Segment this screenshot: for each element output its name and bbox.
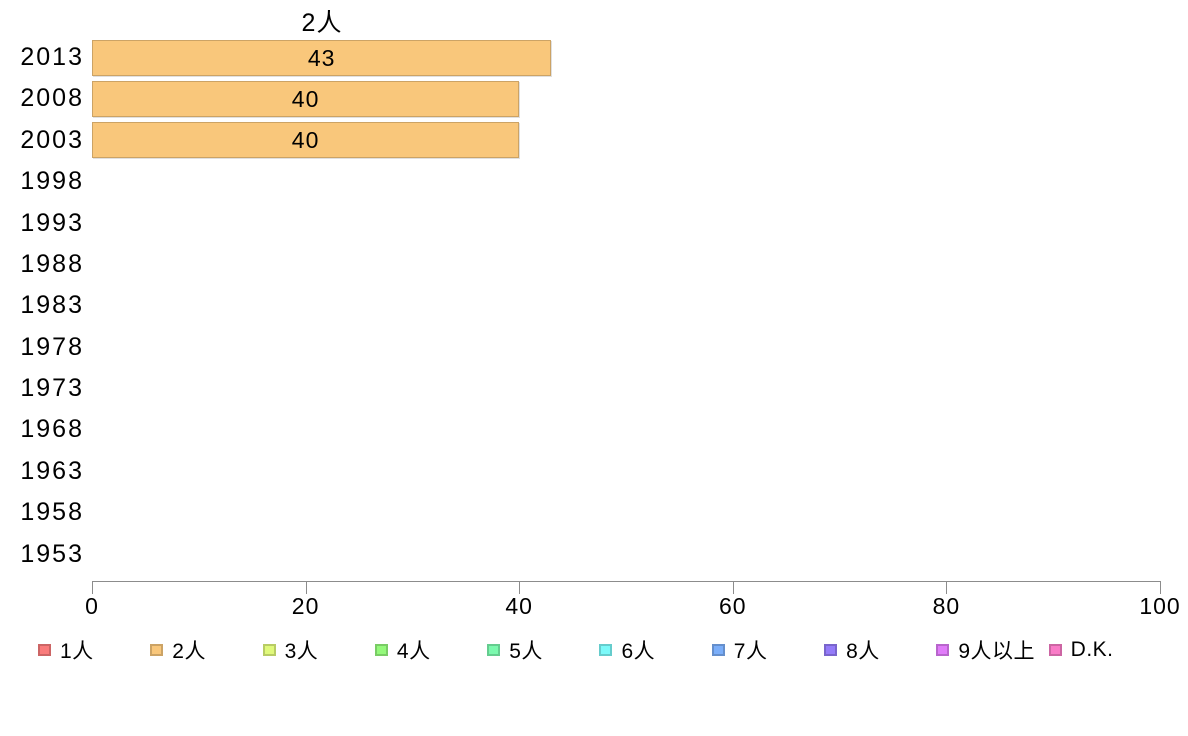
legend-item: 7人 bbox=[711, 635, 824, 665]
x-axis-tick bbox=[519, 581, 521, 594]
x-axis-tick bbox=[305, 581, 307, 594]
bar: 43 bbox=[92, 39, 552, 76]
x-axis-line bbox=[92, 581, 1161, 582]
legend-item: 5人 bbox=[487, 635, 599, 665]
bar-row bbox=[92, 244, 1160, 285]
bar-row bbox=[92, 409, 1160, 450]
x-axis-tick-label: 100 bbox=[1139, 593, 1181, 619]
y-axis-label: 1958 bbox=[20, 498, 84, 527]
chart-title: 2人 bbox=[301, 9, 343, 37]
bar-row bbox=[92, 492, 1160, 533]
y-axis-label: 2008 bbox=[20, 84, 84, 113]
bar-value-label: 43 bbox=[307, 44, 336, 71]
x-axis-tick bbox=[1160, 581, 1161, 594]
y-axis-label: 1973 bbox=[20, 374, 84, 402]
x-axis-tick-label: 0 bbox=[85, 593, 99, 619]
bar-row bbox=[92, 368, 1160, 409]
bar-row bbox=[92, 161, 1160, 202]
y-axis-label: 1978 bbox=[20, 332, 84, 361]
legend-item: D.K. bbox=[1048, 635, 1114, 665]
legend-swatch-icon bbox=[711, 644, 725, 656]
y-axis-label: 1998 bbox=[20, 167, 84, 196]
bar-row bbox=[92, 285, 1160, 326]
legend-item: 6人 bbox=[599, 635, 711, 665]
x-axis-tick bbox=[92, 581, 93, 594]
legend-item: 3人 bbox=[262, 635, 375, 665]
legend-swatch-icon bbox=[38, 644, 51, 656]
bar-value-label: 40 bbox=[291, 127, 320, 154]
legend-label: 2人 bbox=[172, 640, 206, 663]
plot-area: 43 40 40 bbox=[92, 37, 1160, 575]
legend-label: 8人 bbox=[846, 640, 880, 663]
legend-swatch-icon bbox=[824, 644, 838, 656]
legend-label: 6人 bbox=[621, 640, 656, 663]
bar-row bbox=[92, 203, 1160, 244]
legend: 1人 2人 3人 4人 5人 6人 7人 8人 9人以上 D.K. bbox=[38, 635, 1114, 665]
x-axis-tick-label: 20 bbox=[291, 593, 320, 619]
y-axis-labels: 2013 2008 2003 1998 1993 1988 1983 1978 1973 1968… bbox=[0, 37, 84, 575]
legend-item: 2人 bbox=[150, 635, 262, 665]
legend-swatch-icon bbox=[599, 644, 613, 656]
x-axis-tick-label: 60 bbox=[719, 593, 747, 619]
bar-row bbox=[92, 534, 1160, 575]
legend-label: 5人 bbox=[509, 640, 543, 663]
y-axis-label: 1993 bbox=[20, 208, 84, 237]
bar-row: 40 bbox=[92, 78, 1160, 119]
bar-row bbox=[92, 327, 1160, 368]
legend-swatch-icon bbox=[262, 644, 276, 656]
x-axis-tick bbox=[946, 581, 948, 594]
y-axis-label: 1953 bbox=[20, 539, 84, 568]
bar: 40 bbox=[92, 122, 520, 159]
x-axis-tick-label: 40 bbox=[505, 593, 533, 619]
bar-row: 40 bbox=[92, 120, 1160, 161]
legend-swatch-icon bbox=[1048, 644, 1062, 656]
y-axis-label: 1963 bbox=[20, 456, 84, 485]
bar-value-label: 40 bbox=[291, 86, 320, 113]
legend-swatch-icon bbox=[487, 644, 501, 656]
bar-row: 43 bbox=[92, 37, 1160, 78]
legend-swatch-icon bbox=[150, 644, 164, 656]
legend-label: D.K. bbox=[1070, 638, 1114, 661]
legend-swatch-icon bbox=[374, 644, 388, 656]
legend-item: 8人 bbox=[824, 635, 936, 665]
y-axis-label: 1983 bbox=[20, 291, 84, 320]
legend-label: 7人 bbox=[733, 640, 768, 663]
x-axis-tick bbox=[732, 581, 734, 594]
y-axis-label: 1968 bbox=[20, 415, 84, 444]
legend-item: 9人以上 bbox=[936, 635, 1048, 665]
y-axis-label: 1988 bbox=[20, 249, 84, 278]
legend-label: 3人 bbox=[284, 640, 319, 663]
bar: 40 bbox=[92, 81, 520, 118]
legend-item: 4人 bbox=[374, 635, 487, 665]
x-axis-tick-label: 80 bbox=[932, 593, 961, 619]
bar-row bbox=[92, 451, 1160, 492]
y-axis-label: 2013 bbox=[20, 43, 84, 71]
y-axis-label: 2003 bbox=[20, 125, 84, 154]
legend-item: 1人 bbox=[38, 635, 150, 665]
legend-label: 4人 bbox=[396, 640, 431, 663]
legend-swatch-icon bbox=[936, 644, 950, 656]
legend-label: 9人以上 bbox=[958, 640, 1036, 663]
legend-label: 1人 bbox=[60, 640, 94, 663]
